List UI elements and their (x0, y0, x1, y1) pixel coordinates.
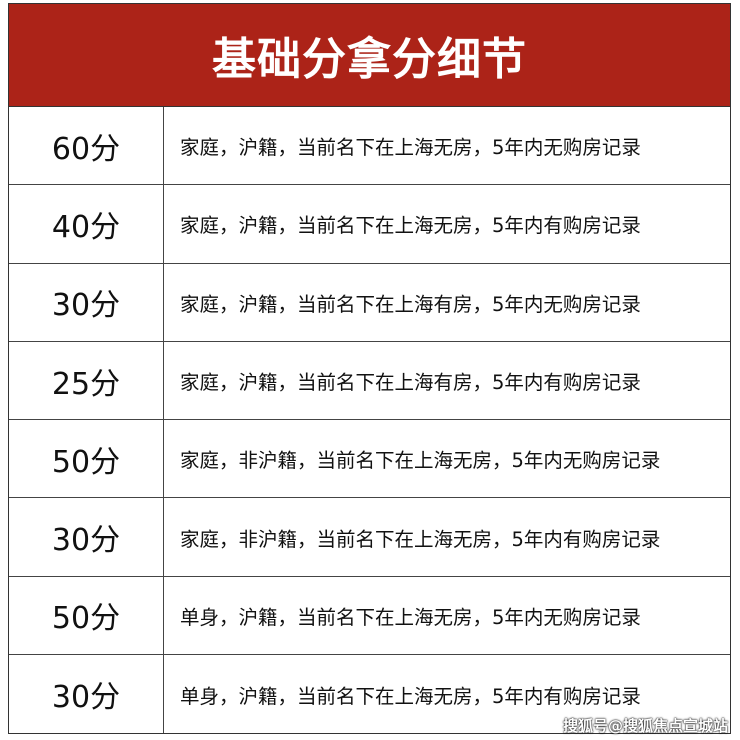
table-row: 30分 家庭，沪籍，当前名下在上海有房，5年内无购房记录 (9, 263, 730, 342)
description-cell: 家庭，沪籍，当前名下在上海无房，5年内有购房记录 (180, 214, 641, 238)
table-row: 60分 家庭，沪籍，当前名下在上海无房，5年内无购房记录 (9, 107, 730, 186)
description-cell: 单身，沪籍，当前名下在上海无房，5年内无购房记录 (180, 605, 641, 629)
description-cell: 家庭，沪籍，当前名下在上海有房，5年内无购房记录 (180, 292, 641, 316)
table-row: 40分 家庭，沪籍，当前名下在上海无房，5年内有购房记录 (9, 185, 730, 264)
score-cell: 60分 (9, 107, 164, 185)
score-cell: 50分 (9, 576, 164, 655)
table-body: 60分 家庭，沪籍，当前名下在上海无房，5年内无购房记录 40分 家庭，沪籍，当前名下… (9, 107, 730, 734)
description-cell: 家庭，非沪籍，当前名下在上海无房，5年内无购房记录 (180, 449, 661, 473)
score-cell: 30分 (9, 498, 164, 576)
table-row: 50分 家庭，非沪籍，当前名下在上海无房，5年内无购房记录 (9, 420, 730, 499)
table-title: 基础分拿分细节 (9, 4, 730, 107)
table-row: 50分 单身，沪籍，当前名下在上海无房，5年内无购房记录 (9, 576, 730, 656)
score-cell: 40分 (9, 185, 164, 263)
score-table: 基础分拿分细节 60分 家庭，沪籍，当前名下在上海无房，5年内无购房记录 40分 家庭… (8, 3, 731, 735)
description-cell: 家庭，沪籍，当前名下在上海无房，5年内无购房记录 (180, 136, 641, 160)
table-row: 30分 单身，沪籍，当前名下在上海无房，5年内有购房记录 (9, 655, 730, 734)
table-row: 25分 家庭，沪籍，当前名下在上海有房，5年内有购房记录 (9, 341, 730, 421)
score-cell: 30分 (9, 655, 164, 734)
description-cell: 家庭，沪籍，当前名下在上海有房，5年内有购房记录 (180, 371, 641, 395)
score-cell: 25分 (9, 341, 164, 420)
description-cell: 单身，沪籍，当前名下在上海无房，5年内有购房记录 (180, 684, 641, 708)
watermark: 搜狐号@搜狐焦点宣城站 (562, 717, 728, 735)
description-cell: 家庭，非沪籍，当前名下在上海无房，5年内有购房记录 (180, 527, 661, 551)
table-row: 30分 家庭，非沪籍，当前名下在上海无房，5年内有购房记录 (9, 498, 730, 577)
score-cell: 30分 (9, 263, 164, 341)
score-cell: 50分 (9, 420, 164, 498)
